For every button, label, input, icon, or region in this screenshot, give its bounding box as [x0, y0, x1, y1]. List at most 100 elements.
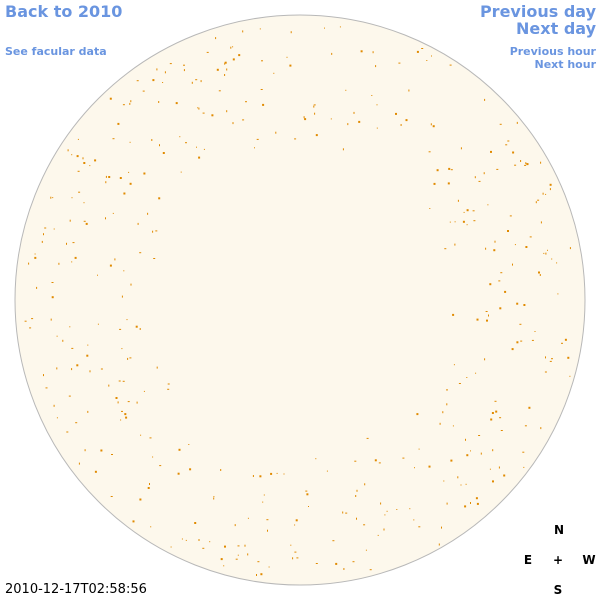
facular-point — [189, 468, 192, 471]
facular-point — [543, 252, 545, 254]
facular-point — [294, 551, 297, 553]
prev-day-link[interactable]: Previous day — [479, 2, 596, 21]
facular-point — [242, 119, 245, 121]
facular-point — [496, 168, 499, 170]
facular-point — [152, 230, 154, 233]
compass-s: S — [553, 583, 563, 597]
timestamp: 2010-12-17T02:58:56 — [5, 582, 147, 597]
facular-point — [230, 46, 232, 49]
facular-point — [109, 264, 112, 267]
facular-link[interactable]: See facular data — [5, 45, 107, 58]
facular-point — [295, 519, 298, 522]
back-link[interactable]: Back to 2010 — [5, 2, 123, 21]
facular-point — [185, 539, 187, 541]
facular-point — [252, 475, 254, 477]
facular-point — [153, 258, 156, 259]
facular-point — [224, 62, 226, 65]
facular-point — [129, 102, 131, 105]
facular-point — [448, 167, 451, 170]
facular-point — [339, 26, 341, 28]
facular-point — [376, 127, 378, 129]
facular-point — [108, 176, 111, 178]
prev-hour-link[interactable]: Previous hour — [509, 45, 596, 58]
facular-point — [254, 147, 255, 149]
facular-point — [51, 282, 54, 283]
facular-point — [523, 466, 525, 468]
facular-point — [489, 283, 492, 286]
facular-point — [490, 150, 492, 153]
facular-point — [195, 79, 198, 81]
facular-point — [74, 256, 77, 259]
facular-point — [567, 356, 570, 359]
facular-point — [449, 221, 451, 223]
facular-point — [262, 103, 265, 106]
facular-point — [129, 182, 132, 185]
facular-point — [442, 411, 444, 414]
compass-w: W — [582, 553, 596, 567]
facular-point — [198, 539, 200, 541]
facular-point — [275, 131, 277, 134]
facular-point — [449, 64, 452, 66]
facular-point — [224, 61, 227, 64]
facular-point — [203, 148, 205, 150]
facular-point — [259, 28, 261, 30]
facular-point — [332, 540, 335, 542]
facular-point — [418, 526, 421, 528]
facular-point — [421, 48, 424, 49]
facular-point — [77, 170, 80, 172]
facular-point — [485, 311, 488, 312]
facular-point — [335, 562, 338, 565]
facular-point — [127, 401, 130, 403]
facular-point — [78, 191, 81, 193]
facular-point — [499, 307, 502, 310]
facular-point — [28, 262, 30, 265]
facular-point — [53, 404, 55, 407]
facular-point — [353, 111, 355, 114]
facular-point — [488, 314, 489, 317]
facular-point — [119, 177, 122, 179]
facular-point — [75, 422, 78, 424]
facular-point — [237, 545, 240, 547]
facular-point — [466, 209, 469, 212]
facular-point — [66, 242, 67, 245]
next-hour-link[interactable]: Next hour — [534, 58, 597, 71]
facular-point — [128, 171, 130, 173]
facular-point — [97, 274, 98, 276]
facular-point — [244, 544, 246, 547]
facular-point — [429, 208, 431, 209]
facular-point — [534, 331, 536, 332]
facular-point — [29, 327, 32, 329]
facular-point — [213, 497, 215, 500]
facular-point — [117, 401, 119, 404]
facular-point — [100, 368, 103, 370]
facular-point — [526, 163, 529, 166]
facular-point — [466, 377, 468, 378]
facular-point — [56, 335, 58, 337]
facular-point — [226, 68, 228, 71]
facular-point — [175, 102, 178, 105]
facular-point — [41, 240, 43, 243]
facular-point — [242, 30, 244, 33]
facular-point — [109, 97, 112, 100]
facular-point — [364, 483, 366, 486]
facular-point — [499, 123, 502, 125]
facular-point — [492, 480, 494, 483]
facular-point — [356, 489, 358, 492]
facular-point — [112, 212, 114, 214]
facular-point — [499, 417, 502, 419]
facular-point — [512, 263, 513, 266]
facular-point — [498, 466, 500, 469]
next-day-link[interactable]: Next day — [516, 19, 596, 38]
facular-point — [200, 80, 202, 83]
facular-point — [177, 472, 180, 475]
facular-point — [155, 230, 158, 232]
facular-point — [561, 342, 563, 344]
facular-point — [466, 224, 468, 226]
facular-point — [260, 89, 263, 90]
facular-point — [306, 493, 309, 496]
facular-point — [490, 418, 493, 421]
facular-point — [375, 65, 377, 68]
facular-point — [268, 566, 270, 568]
facular-point — [480, 452, 482, 455]
facular-point — [352, 561, 355, 563]
